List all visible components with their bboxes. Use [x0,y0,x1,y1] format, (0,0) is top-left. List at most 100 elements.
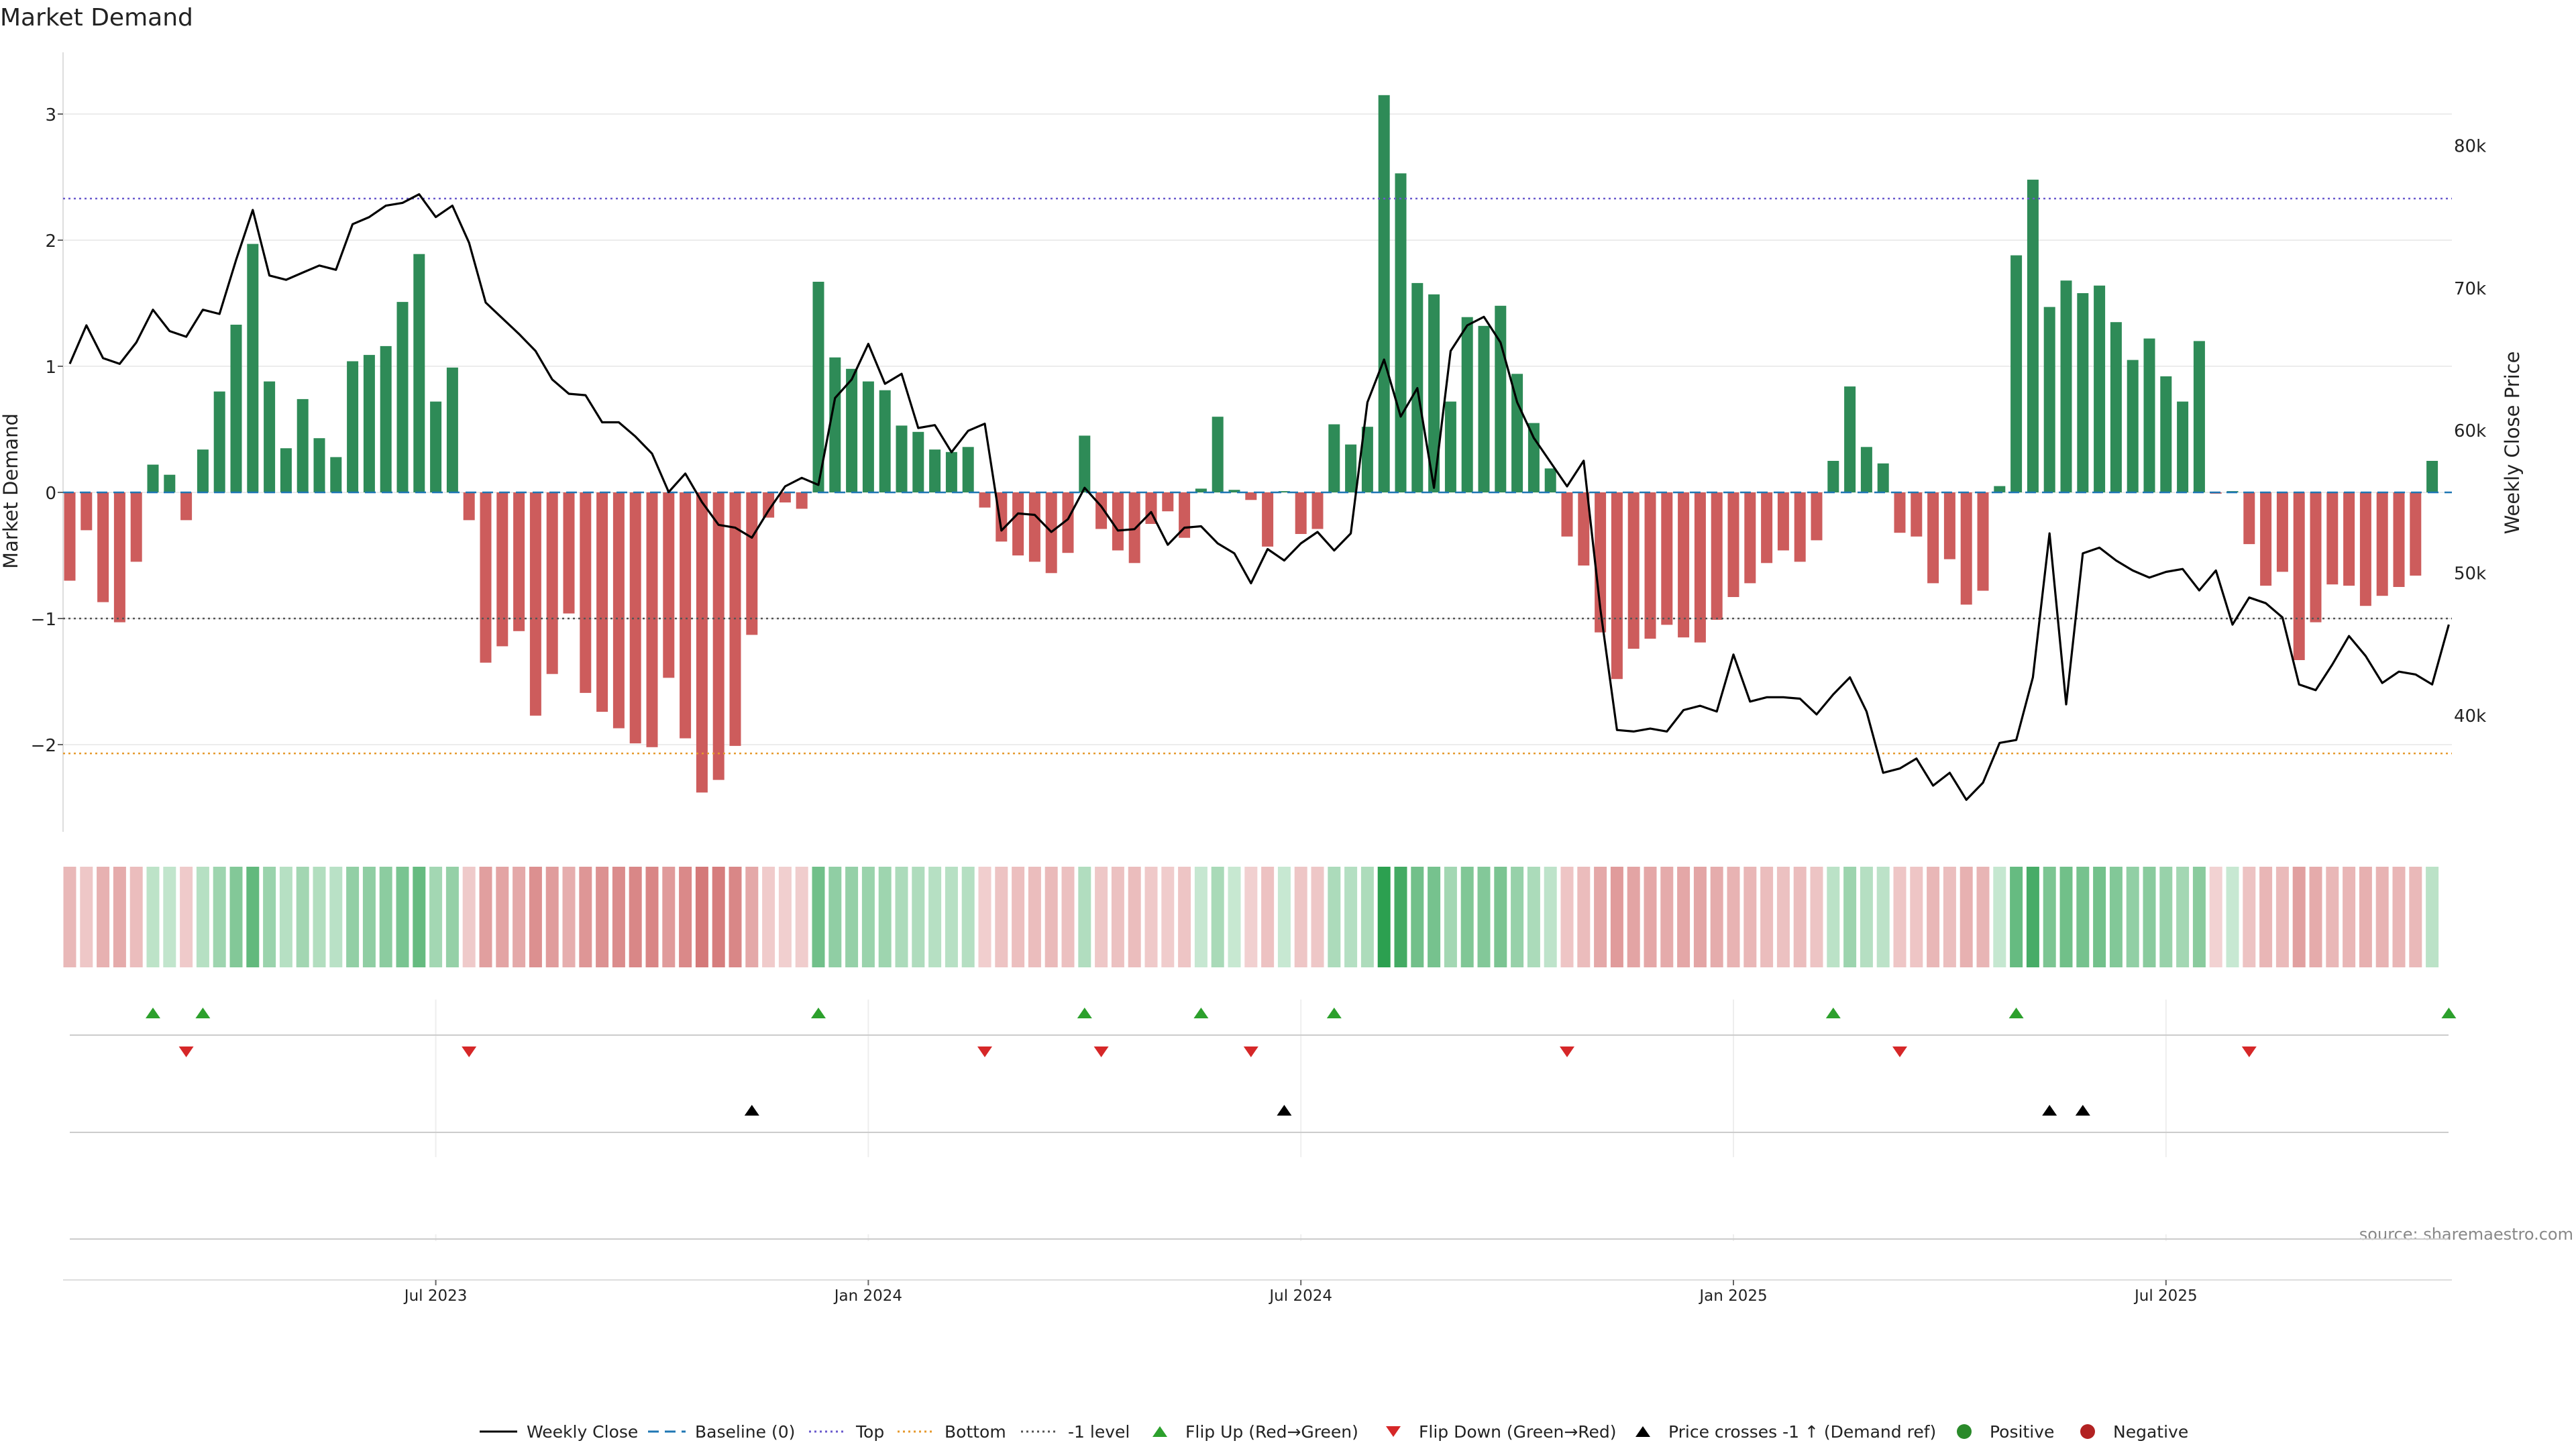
heat-cell [1760,867,1774,967]
legend-label: Flip Down (Green→Red) [1419,1422,1617,1442]
heat-cell [2292,867,2306,967]
positive-bar [1495,305,1507,492]
negative-bar [513,492,525,631]
negative-bar [2410,492,2422,576]
positive-bar [2177,401,2189,492]
heat-cell [1610,867,1623,967]
positive-bar [2160,376,2172,492]
heat-cell [1228,867,1241,967]
heat-cell [1078,867,1091,967]
legend-label: -1 level [1068,1422,1130,1442]
negative-bar [1112,492,1124,551]
negative-bar [97,492,109,602]
price-cross-marker [744,1105,759,1116]
positive-bar [1877,463,1889,492]
heat-cell [729,867,742,967]
heat-cell [296,867,309,967]
heat-cell [1277,867,1291,967]
heat-cell [1960,867,1973,967]
negative-bar [1943,492,1955,559]
negative-bar [1262,492,1274,547]
y2-axis-label: Weekly Close Price [2501,352,2524,535]
positive-bar [1860,447,1872,492]
heat-cell [513,867,526,967]
price-cross-marker [1277,1105,1292,1116]
heat-cell [2243,867,2256,967]
heat-cell [1194,867,1208,967]
flip-up-marker [2008,1008,2024,1018]
negative-bar [1028,492,1040,562]
heat-cell [413,867,426,967]
heat-cell [1394,867,1407,967]
positive-bar [1378,95,1390,493]
heat-cell [795,867,808,967]
negative-bar [113,492,125,623]
x-tick-label: Jul 2025 [2133,1287,2198,1305]
y2-tick-label: 60k [2454,421,2486,441]
heat-cell [429,867,443,967]
positive-bar [896,425,908,492]
positive-bar [879,390,891,492]
negative-bar [680,492,692,739]
positive-bar [862,381,874,492]
heat-cell [1943,867,1956,967]
negative-bar [546,492,558,674]
positive-bar [1428,294,1440,492]
reference-lines [63,197,2452,755]
positive-bar [2426,461,2438,492]
heat-cell [1577,867,1591,967]
heat-cell [812,867,825,967]
flip-down-marker [1560,1046,1574,1057]
positive-bar [2077,293,2089,492]
negative-bar [1062,492,1074,553]
negative-bar [1012,492,1024,555]
negative-bar [2343,492,2355,586]
positive-bar [945,451,957,492]
negative-bar [1761,492,1773,564]
y-tick-label: −1 [31,610,56,630]
heat-cell [645,867,659,967]
negative-bar [1777,492,1789,551]
legend-label: Price crosses -1 ↑ (Demand ref) [1668,1422,1936,1442]
heat-cell [2010,867,2023,967]
positive-bar [413,254,425,492]
y-ticks: −2 −1 0 1 2 3 [31,105,63,756]
positive-bar [1278,491,1290,492]
positive-bar [164,474,176,492]
positive-bar [962,447,974,492]
heat-cell [712,867,725,967]
positive-bar [1195,488,1207,492]
positive-bar [1345,444,1357,492]
positive-bar [2143,338,2155,492]
negative-bar [130,492,142,562]
heat-cell [1743,867,1757,967]
negative-bar [996,492,1008,542]
heat-cell [1111,867,1124,967]
negative-bar [580,492,592,693]
heat-cell [1044,867,1058,967]
negative-bar [779,492,791,502]
negative-bar [1744,492,1756,584]
legend-label: Negative [2113,1422,2188,1442]
heat-cell [562,867,576,967]
heat-cell [1178,867,1191,967]
heat-cell [1893,867,1907,967]
positive-bar [2193,341,2205,492]
positive-bar [2010,255,2023,492]
positive-bar [1361,427,1373,492]
heat-cell [1161,867,1175,967]
positive-bar [1395,173,1407,492]
negative-bar [1694,492,1706,643]
heat-cell [1012,867,1025,967]
heat-cell [995,867,1008,967]
heat-cell [1644,867,1657,967]
flip-up-marker [2441,1008,2457,1018]
legend-flip-up-icon [1152,1426,1167,1437]
heat-cell [496,867,509,967]
y2-tick-label: 80k [2454,136,2486,156]
negative-bar [2243,492,2255,545]
heat-cell [545,867,559,967]
heat-cell [662,867,676,967]
negative-bar [180,492,193,521]
heat-cell [1710,867,1723,967]
